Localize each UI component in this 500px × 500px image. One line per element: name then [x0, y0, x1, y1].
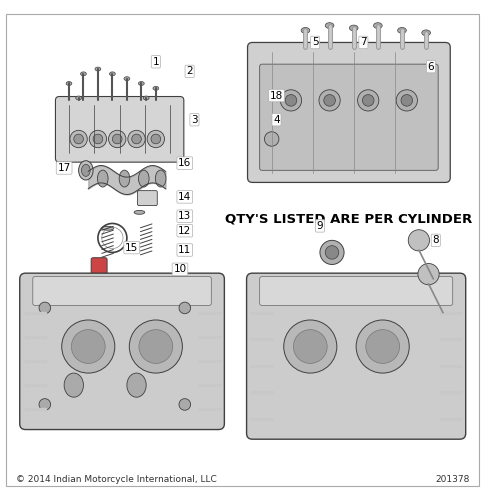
- Ellipse shape: [66, 82, 72, 86]
- Circle shape: [325, 246, 339, 259]
- Circle shape: [401, 94, 412, 106]
- FancyBboxPatch shape: [260, 64, 438, 170]
- Text: QTY'S LISTED ARE PER CYLINDER: QTY'S LISTED ARE PER CYLINDER: [226, 212, 472, 225]
- Text: 7: 7: [360, 38, 366, 48]
- Circle shape: [39, 302, 50, 314]
- Circle shape: [319, 90, 340, 111]
- Ellipse shape: [134, 210, 144, 214]
- Circle shape: [284, 320, 337, 373]
- Circle shape: [366, 330, 400, 364]
- Circle shape: [70, 130, 87, 148]
- Ellipse shape: [153, 86, 158, 90]
- Circle shape: [324, 94, 336, 106]
- Ellipse shape: [78, 160, 93, 180]
- Ellipse shape: [422, 30, 430, 36]
- Ellipse shape: [64, 373, 84, 397]
- Text: 18: 18: [270, 90, 283, 101]
- Circle shape: [179, 302, 190, 314]
- Ellipse shape: [301, 28, 310, 34]
- Circle shape: [151, 134, 160, 144]
- Text: 1: 1: [152, 57, 159, 67]
- Circle shape: [39, 398, 50, 410]
- Circle shape: [93, 134, 102, 144]
- FancyBboxPatch shape: [260, 276, 452, 306]
- Ellipse shape: [98, 170, 108, 187]
- Circle shape: [408, 230, 430, 251]
- Circle shape: [396, 90, 417, 111]
- FancyBboxPatch shape: [246, 273, 466, 439]
- Circle shape: [147, 130, 164, 148]
- Circle shape: [139, 330, 172, 364]
- FancyBboxPatch shape: [20, 273, 225, 430]
- Text: 10: 10: [174, 264, 186, 274]
- Ellipse shape: [127, 373, 146, 397]
- Text: 3: 3: [191, 114, 198, 124]
- Circle shape: [362, 94, 374, 106]
- Circle shape: [285, 94, 297, 106]
- Circle shape: [294, 330, 327, 364]
- Ellipse shape: [144, 96, 149, 100]
- FancyBboxPatch shape: [138, 190, 158, 206]
- Ellipse shape: [156, 170, 166, 187]
- Text: 14: 14: [178, 192, 192, 202]
- Text: © 2014 Indian Motorcycle International, LLC: © 2014 Indian Motorcycle International, …: [16, 475, 216, 484]
- Circle shape: [280, 90, 301, 111]
- Circle shape: [179, 398, 190, 410]
- Ellipse shape: [80, 72, 86, 76]
- Circle shape: [89, 130, 106, 148]
- Ellipse shape: [110, 72, 116, 76]
- Ellipse shape: [374, 22, 382, 28]
- Text: 11: 11: [178, 245, 192, 255]
- Ellipse shape: [124, 76, 130, 80]
- Ellipse shape: [138, 170, 149, 187]
- Text: 4: 4: [273, 114, 280, 124]
- FancyBboxPatch shape: [56, 96, 184, 162]
- Ellipse shape: [76, 96, 82, 100]
- Text: 17: 17: [58, 163, 71, 173]
- Circle shape: [128, 130, 145, 148]
- Text: 8: 8: [432, 236, 439, 246]
- Ellipse shape: [350, 25, 358, 31]
- Circle shape: [72, 330, 105, 364]
- Text: 2: 2: [186, 66, 193, 76]
- Circle shape: [358, 90, 379, 111]
- Ellipse shape: [325, 22, 334, 28]
- Text: 13: 13: [178, 211, 192, 221]
- Circle shape: [74, 134, 84, 144]
- Circle shape: [130, 320, 182, 373]
- Circle shape: [132, 134, 141, 144]
- Ellipse shape: [102, 226, 114, 230]
- Text: 201378: 201378: [435, 475, 470, 484]
- Ellipse shape: [138, 82, 144, 86]
- FancyBboxPatch shape: [91, 258, 107, 276]
- Circle shape: [112, 134, 122, 144]
- FancyBboxPatch shape: [248, 42, 450, 182]
- Circle shape: [320, 240, 344, 264]
- FancyBboxPatch shape: [33, 276, 212, 306]
- Text: 6: 6: [428, 62, 434, 72]
- Circle shape: [264, 132, 279, 146]
- Ellipse shape: [95, 67, 101, 71]
- Circle shape: [418, 264, 439, 285]
- Circle shape: [62, 320, 115, 373]
- Ellipse shape: [398, 28, 406, 34]
- Circle shape: [108, 130, 126, 148]
- Text: 9: 9: [316, 221, 323, 231]
- Ellipse shape: [119, 170, 130, 187]
- Text: 5: 5: [312, 38, 318, 48]
- Ellipse shape: [82, 164, 90, 176]
- Circle shape: [356, 320, 409, 373]
- Text: 12: 12: [178, 226, 192, 235]
- Text: 15: 15: [125, 242, 138, 252]
- Text: 16: 16: [178, 158, 192, 168]
